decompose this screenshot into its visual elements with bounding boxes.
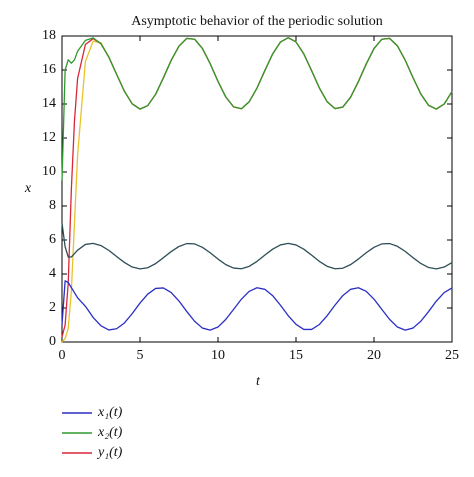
chart-title: Asymptotic behavior of the periodic solu… bbox=[131, 14, 383, 29]
y-tick-label: 0 bbox=[49, 334, 56, 349]
y-tick-label: 6 bbox=[49, 232, 56, 247]
y-tick-label: 10 bbox=[42, 164, 56, 179]
y-tick-label: 16 bbox=[42, 62, 56, 77]
y-tick-label: 8 bbox=[49, 198, 56, 213]
legend-label: x₂(t) bbox=[97, 425, 123, 440]
x-tick-label: 20 bbox=[367, 348, 381, 363]
series-line bbox=[61, 37, 453, 181]
series-line bbox=[61, 280, 453, 331]
y-tick-label: 2 bbox=[49, 300, 56, 315]
x-tick-label: 5 bbox=[137, 348, 144, 363]
y-tick-label: 12 bbox=[42, 130, 56, 145]
legend-label: y₁(t) bbox=[96, 445, 123, 460]
x-tick-label: 0 bbox=[59, 348, 66, 363]
y-tick-label: 14 bbox=[42, 96, 56, 111]
x-tick-label: 25 bbox=[445, 348, 459, 363]
series-line bbox=[61, 222, 453, 270]
legend-label: x₁(t) bbox=[97, 405, 123, 420]
plot-frame bbox=[61, 35, 453, 343]
x-tick-label: 15 bbox=[289, 348, 303, 363]
y-tick-label: 4 bbox=[49, 266, 56, 281]
x-tick-label: 10 bbox=[211, 348, 225, 363]
y-axis-label: x bbox=[24, 181, 32, 196]
y-tick-label: 18 bbox=[42, 28, 56, 43]
x-axis-label: t bbox=[256, 374, 261, 389]
